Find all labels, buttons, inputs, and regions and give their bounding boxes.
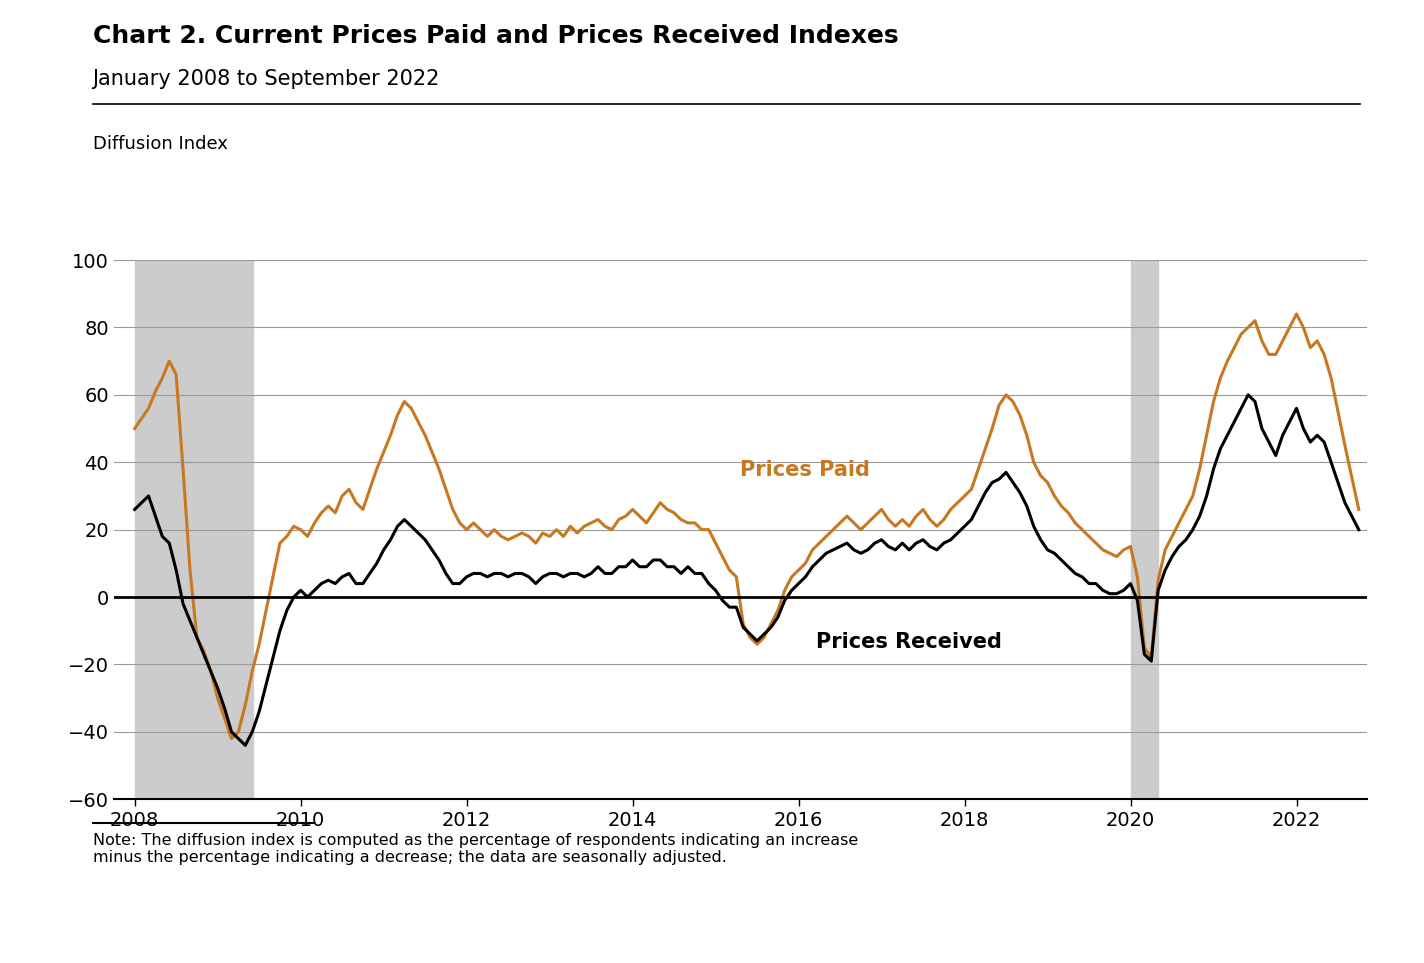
Text: Diffusion Index: Diffusion Index	[93, 135, 228, 153]
Text: Chart 2. Current Prices Paid and Prices Received Indexes: Chart 2. Current Prices Paid and Prices …	[93, 24, 899, 48]
Text: Note: The diffusion index is computed as the percentage of respondents indicatin: Note: The diffusion index is computed as…	[93, 833, 857, 866]
Bar	[135, 260, 252, 799]
Text: January 2008 to September 2022: January 2008 to September 2022	[93, 69, 440, 90]
Bar	[1131, 260, 1158, 799]
Text: Prices Received: Prices Received	[816, 633, 1001, 652]
Text: Prices Paid: Prices Paid	[740, 459, 870, 480]
